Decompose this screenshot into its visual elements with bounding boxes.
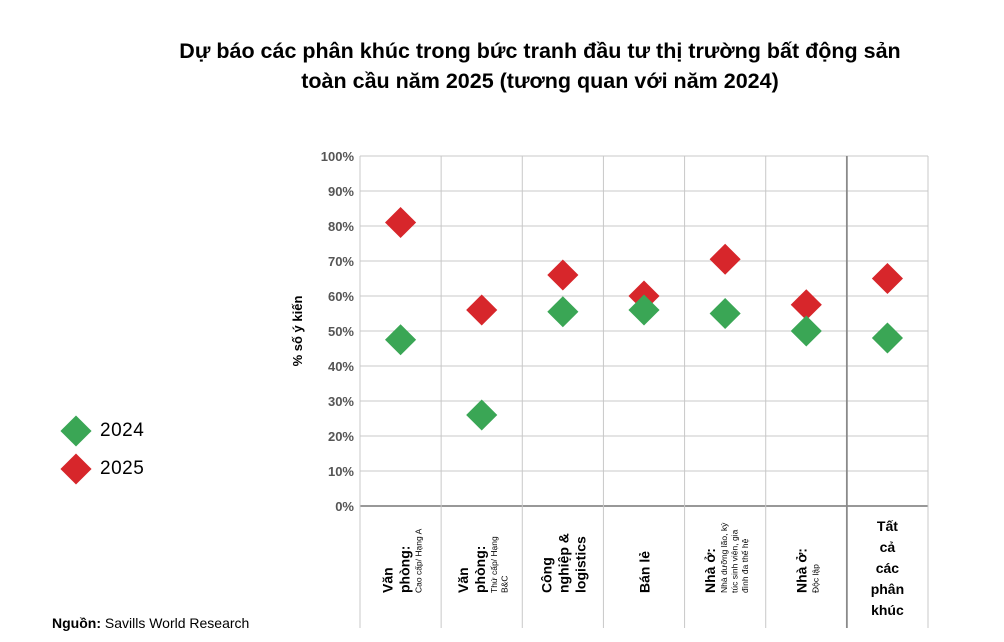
data-point-2024: [466, 399, 498, 431]
data-point-2024: [385, 324, 417, 356]
y-tick-label: 20%: [328, 429, 354, 444]
legend-label-2025: 2025: [100, 458, 145, 479]
y-tick-label: 50%: [328, 324, 354, 339]
x-tick-label: Côngnghiệp &logistics: [538, 533, 588, 593]
y-tick-label: 90%: [328, 184, 354, 199]
data-point-2024: [709, 297, 741, 330]
legend-marker-2024: [60, 415, 92, 447]
data-point-2024: [871, 322, 903, 354]
source-note: Nguồn: Savills World Research: [52, 615, 249, 631]
chart-title-line-2: toàn cầu năm 2025 (tương quan với năm 20…: [301, 69, 779, 93]
data-point-2024: [628, 294, 660, 326]
source-label: Nguồn:: [52, 615, 101, 631]
x-tick-label: Nhà ở:Nhà dưỡng lão, kýtúc sinh viên, gi…: [702, 522, 750, 593]
data-point-2025: [709, 243, 741, 275]
chart-title: Dự báo các phân khúc trong bức tranh đầu…: [60, 36, 1004, 96]
x-tick-label: Vănphòng:Thứ cấp/ HạngB&C: [455, 536, 510, 593]
y-tick-label: 0%: [335, 499, 354, 514]
legend-item-2025: 2025: [60, 450, 144, 488]
data-point-2025: [385, 206, 417, 239]
y-tick-label: 10%: [328, 464, 354, 479]
chart-title-line-1: Dự báo các phân khúc trong bức tranh đầu…: [179, 39, 901, 63]
data-point-2025: [871, 262, 903, 295]
legend-label-2024: 2024: [100, 420, 145, 441]
x-tick-label: Bán lẻ: [637, 551, 653, 593]
x-tick-label: Vănphòng:Cao cấp/ Hạng A: [379, 528, 423, 593]
y-tick-label: 70%: [328, 254, 354, 269]
data-point-2024: [790, 315, 822, 347]
data-point-2025: [466, 294, 498, 326]
data-point-2025: [547, 259, 579, 291]
y-tick-label: 30%: [328, 394, 354, 409]
x-tick-label: Tất cả các phân khúc: [871, 518, 904, 618]
source-text: Savills World Research: [104, 615, 250, 631]
y-tick-label: 40%: [328, 359, 354, 374]
legend-item-2024: 2024: [60, 412, 144, 450]
y-tick-label: 60%: [328, 289, 354, 304]
y-tick-label: 80%: [328, 219, 354, 234]
x-tick-label: Nhà ở:Độc lập: [794, 548, 821, 593]
legend-marker-2025: [60, 453, 92, 485]
data-point-2024: [547, 296, 579, 328]
data-point-2025: [790, 289, 822, 321]
legend: 2024 2025: [60, 412, 144, 488]
y-tick-label: 100%: [321, 149, 355, 164]
y-axis-label: % số ý kiến: [290, 296, 305, 367]
